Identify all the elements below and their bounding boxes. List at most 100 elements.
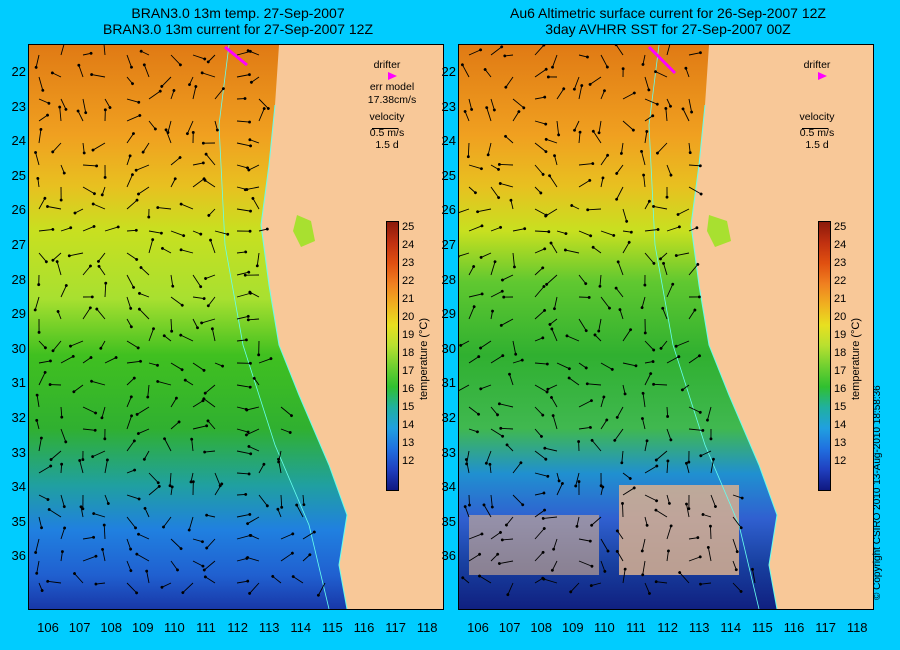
current-vector-arrow [179,202,194,210]
current-vector-arrow [249,534,260,540]
current-vector-arrow [135,552,150,562]
current-vector-arrow [204,152,216,166]
current-vector-arrow [688,406,702,414]
colorbar-tick-label: 17 [834,365,847,377]
current-vector-arrow [641,54,646,66]
current-vector-arrow [680,384,690,392]
current-vector-arrow [479,384,492,391]
current-vector-arrow [490,494,494,509]
current-vector-arrow [126,538,133,551]
current-vector-arrow [490,186,501,200]
current-vector-arrow [622,120,635,132]
current-vector-arrow [236,533,252,540]
colorbar-tick-label: 20 [402,311,415,323]
current-vector-arrow [678,571,690,584]
current-vector-arrow [246,49,260,56]
current-vector-arrow [101,547,106,562]
lon-tick-label: 111 [626,620,646,635]
current-vector-arrow [553,154,558,166]
current-vector-arrow [73,572,84,584]
current-vector-arrow [505,443,514,452]
current-vector-arrow [490,406,499,417]
lat-tick-label: 22 [441,64,456,79]
current-vector-arrow [504,76,514,89]
current-vector-arrow [91,202,106,210]
current-vector-arrow [251,196,260,210]
current-vector-arrow [94,582,106,586]
current-vector-arrow [534,491,546,496]
current-vector-arrow [490,164,500,171]
current-vector-arrow [459,384,470,392]
current-vector-arrow [659,340,668,350]
current-vector-arrow [709,524,712,540]
colorbar-tick-label: 14 [834,419,847,431]
current-vector-arrow [732,582,743,593]
current-vector-arrow [170,396,178,408]
current-vector-arrow [546,384,558,391]
current-vector-arrow [613,428,624,442]
current-vector-arrow [143,506,150,518]
current-vector-arrow [170,177,177,188]
current-vector-arrow [622,208,629,223]
current-vector-arrow [200,71,216,78]
current-vector-arrow [126,274,135,289]
current-vector-arrow [163,437,172,452]
current-vector-arrow [104,458,109,474]
current-vector-arrow [600,418,609,430]
current-vector-arrow [160,582,172,589]
current-vector-arrow [142,63,150,78]
current-vector-arrow [732,516,743,530]
current-vector-arrow [206,54,216,64]
current-vector-arrow [126,439,136,452]
current-vector-arrow [47,508,62,518]
current-vector-arrow [622,91,636,100]
current-vector-arrow [534,247,547,254]
right-velocity-time: 1.5 d [805,139,829,151]
current-vector-arrow [563,248,580,254]
current-vector-arrow [666,459,670,474]
right-map-image [459,45,873,609]
cloud-gap-2 [469,515,599,575]
current-vector-arrow [33,296,40,312]
lat-tick-label: 23 [441,98,456,114]
current-vector-arrow [60,428,68,444]
current-vector-arrow [126,228,138,232]
current-vector-arrow [578,399,593,408]
current-vector-arrow [468,428,479,434]
current-vector-arrow [659,252,668,261]
lon-tick-label: 108 [100,620,123,635]
current-vector-arrow [179,248,194,254]
current-vector-arrow [185,120,194,136]
current-vector-arrow [666,524,673,540]
right-drifter-label: drifter [803,59,831,71]
current-vector-arrow [162,516,172,529]
current-vector-arrow [82,554,98,562]
current-vector-arrow [258,227,269,232]
left-title: BRAN3.0 13m temp. 27-Sep-2007 BRAN3.0 13… [28,5,448,37]
right-velocity-scale-bar [802,128,828,129]
current-vector-arrow [34,54,40,69]
lat-tick-label: 36 [11,548,26,564]
current-vector-arrow [534,428,543,438]
current-vector-arrow [236,579,250,584]
current-vector-arrow [236,164,249,170]
current-vector-arrow [591,245,602,254]
colorbar-tick-label: 21 [834,293,847,305]
current-vector-arrow [60,550,64,562]
lat-tick-label: 28 [11,271,26,287]
current-vector-arrow [486,142,492,157]
current-vector-arrow [60,406,64,419]
current-vector-arrow [685,461,690,474]
current-vector-arrow [497,560,514,565]
colorbar-tick-label: 14 [402,419,415,431]
current-vector-arrow [126,468,137,474]
current-vector-arrow [280,532,295,540]
left-velocity-scale-bar [372,128,398,129]
current-vector-arrow [34,538,40,554]
lat-tick-label: 26 [441,202,456,218]
current-vector-arrow [245,406,260,412]
lat-tick-label: 26 [11,202,26,218]
current-vector-arrow [534,336,545,342]
current-vector-arrow [77,63,84,78]
current-vector-arrow [82,51,93,56]
